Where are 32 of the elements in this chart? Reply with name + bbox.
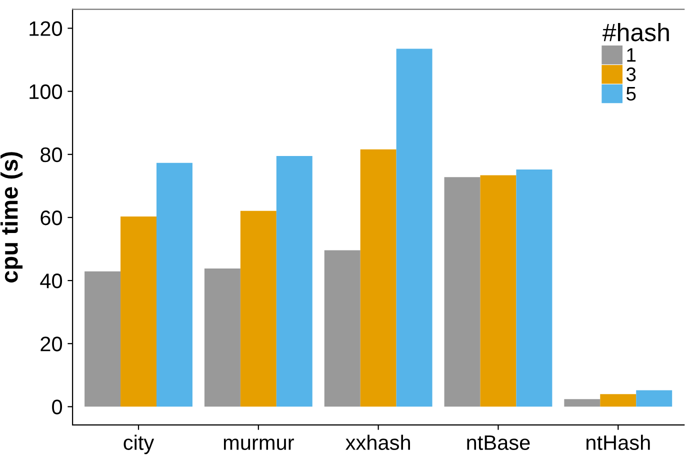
x-tick-label: xxhash bbox=[346, 434, 410, 450]
bar bbox=[120, 216, 156, 407]
bar bbox=[360, 149, 396, 407]
bar bbox=[600, 394, 636, 407]
y-tick-label: 0 bbox=[52, 400, 62, 414]
legend-label: 5 bbox=[626, 87, 636, 101]
y-tick-label: 60 bbox=[40, 210, 62, 226]
bar bbox=[396, 48, 432, 407]
bar bbox=[444, 177, 480, 407]
y-tick-label: 40 bbox=[40, 274, 62, 288]
y-tick-label: 20 bbox=[40, 336, 62, 352]
legend-title: #hash bbox=[602, 22, 669, 42]
bar bbox=[240, 210, 276, 407]
x-tick-label: ntBase bbox=[467, 435, 530, 450]
bar bbox=[636, 390, 672, 407]
bar bbox=[480, 175, 516, 407]
y-axis-title: cpu time (s) bbox=[0, 152, 23, 282]
y-tick-label: 80 bbox=[40, 147, 62, 162]
bar bbox=[84, 271, 121, 407]
y-tick-label: 120 bbox=[30, 21, 62, 36]
bar bbox=[516, 170, 552, 407]
x-tick-label: murmur bbox=[224, 438, 294, 450]
bar bbox=[156, 162, 192, 407]
x-tick-label: city bbox=[124, 434, 154, 454]
legend-label: 1 bbox=[627, 48, 636, 62]
bar bbox=[204, 268, 240, 407]
bar bbox=[564, 399, 600, 407]
bar bbox=[276, 156, 312, 407]
x-tick-label: ntHash bbox=[586, 434, 650, 450]
legend-label: 3 bbox=[626, 67, 636, 82]
bar bbox=[324, 250, 360, 407]
y-tick-label: 100 bbox=[30, 84, 62, 100]
